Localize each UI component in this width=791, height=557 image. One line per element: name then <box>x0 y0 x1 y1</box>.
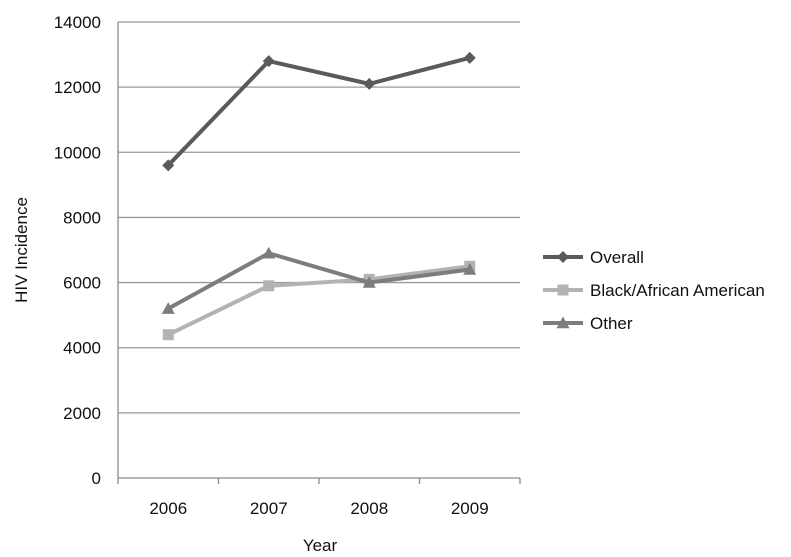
data-point-overall <box>162 159 175 172</box>
data-point-overall <box>363 77 376 90</box>
series-line-other <box>167 251 471 311</box>
y-tick-label: 12000 <box>54 78 101 97</box>
y-axis-title: HIV Incidence <box>12 197 31 303</box>
data-point-black-african-american <box>162 329 174 341</box>
y-tick-label: 0 <box>92 469 101 488</box>
legend: Overall Black/African American Other <box>543 248 765 333</box>
legend-item-other: Other <box>543 314 633 333</box>
axes <box>117 22 521 484</box>
series-group <box>161 51 477 341</box>
data-point-other <box>161 302 175 314</box>
series-other <box>161 246 477 314</box>
gridlines <box>118 21 520 414</box>
data-point-other <box>362 276 376 288</box>
series-overall <box>162 51 476 172</box>
legend-marker <box>557 284 569 296</box>
data-point-overall <box>463 51 476 64</box>
legend-label: Overall <box>590 248 644 267</box>
x-tick-label: 2007 <box>250 499 288 518</box>
x-tick-label: 2006 <box>149 499 187 518</box>
data-point-other <box>262 246 276 259</box>
series-black-african-american <box>162 260 476 341</box>
x-tick-labels: 2006 2007 2008 2009 <box>149 499 488 518</box>
x-tick-label: 2009 <box>451 499 489 518</box>
y-tick-label: 6000 <box>63 274 101 293</box>
legend-label: Other <box>590 314 633 333</box>
series-line-black-african-american <box>167 264 471 337</box>
data-point-black-african-american <box>263 280 275 292</box>
y-tick-labels: 0 2000 4000 6000 8000 10000 12000 14000 <box>54 13 101 488</box>
y-tick-label: 14000 <box>54 13 101 32</box>
legend-label: Black/African American <box>590 281 765 300</box>
legend-marker <box>557 251 569 263</box>
legend-marker <box>556 316 570 329</box>
y-tick-label: 2000 <box>63 404 101 423</box>
y-tick-label: 8000 <box>63 208 101 227</box>
y-tick-label: 10000 <box>54 143 101 162</box>
data-point-overall <box>262 55 275 68</box>
x-tick-label: 2008 <box>350 499 388 518</box>
x-axis-title: Year <box>303 536 338 552</box>
data-point-other <box>463 263 477 275</box>
series-line-overall <box>166 55 471 167</box>
legend-item-black-african-american: Black/African American <box>543 281 765 300</box>
y-tick-label: 4000 <box>63 339 101 358</box>
legend-item-overall: Overall <box>543 248 644 267</box>
